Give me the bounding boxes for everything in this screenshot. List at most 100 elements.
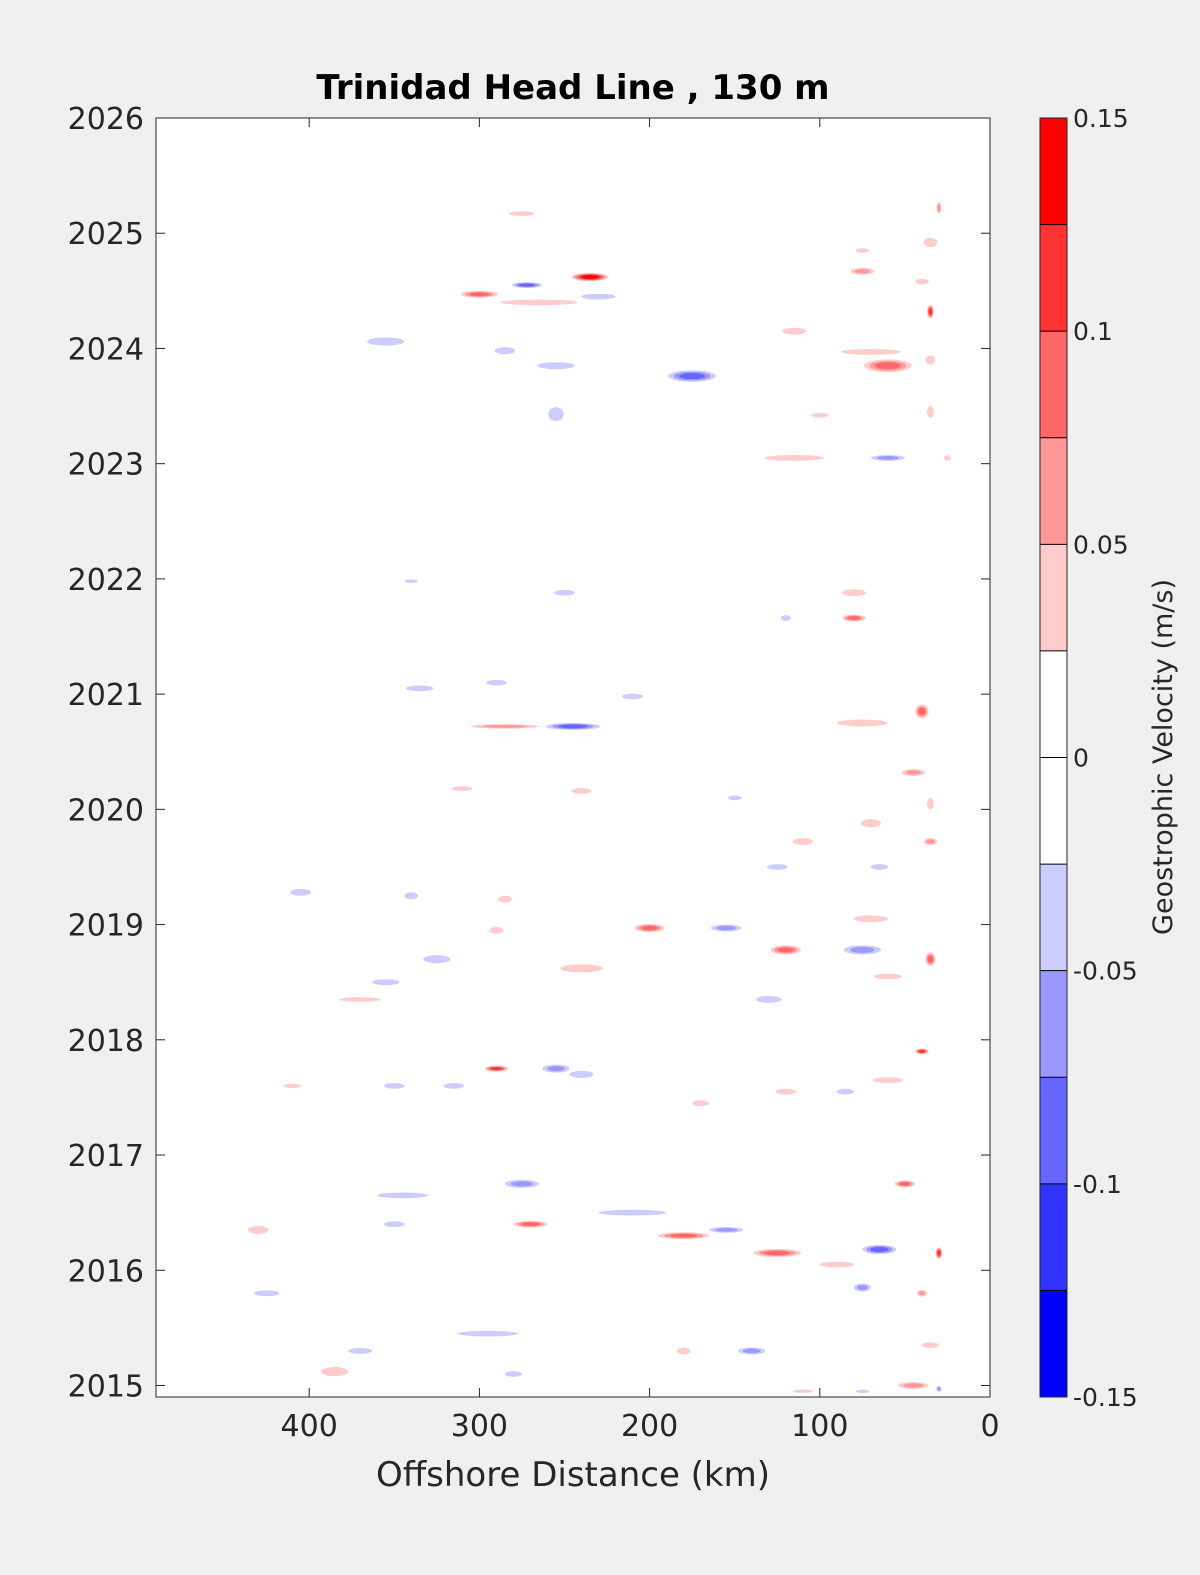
contour-feature — [841, 589, 866, 597]
contour-feature — [782, 327, 807, 335]
contour-feature — [770, 945, 802, 955]
contour-feature — [738, 1347, 766, 1355]
contour-band — [715, 1228, 738, 1232]
contour-feature — [901, 769, 926, 776]
contour-feature — [843, 945, 882, 955]
y-tick-label: 2025 — [68, 217, 144, 252]
contour-band — [875, 362, 901, 370]
contour-band — [903, 1383, 924, 1388]
contour-feature — [775, 1088, 796, 1095]
contour-band — [372, 979, 400, 986]
contour-band — [905, 770, 922, 775]
contour-feature — [658, 1232, 710, 1240]
x-tick-label: 300 — [451, 1409, 508, 1444]
contour-band — [767, 864, 788, 870]
contour-band — [367, 337, 405, 346]
colorbar: 0.15 0.1 0.05 0 -0.05 -0.1 -0.15 — [1039, 104, 1138, 1412]
contour-feature — [692, 1100, 710, 1107]
contour-feature — [338, 997, 382, 1002]
contour-feature — [872, 1077, 904, 1084]
contour-feature — [836, 719, 888, 727]
contour-band — [558, 724, 588, 729]
y-tick-label: 2024 — [68, 332, 144, 367]
contour-feature — [500, 299, 578, 306]
contour-band — [937, 1250, 941, 1256]
contour-feature — [504, 1371, 522, 1377]
contour-band — [482, 724, 528, 728]
contour-band — [764, 1250, 790, 1256]
y-axis: 2015 2016 2017 2018 2019 2020 2021 2022 2023 2024… — [68, 102, 990, 1404]
contour-feature — [811, 412, 829, 418]
contour-band — [792, 838, 813, 846]
contour-band — [755, 996, 782, 1003]
contour-band — [622, 693, 643, 700]
contour-feature — [498, 895, 512, 903]
x-axis-label: Offshore Distance (km) — [376, 1455, 770, 1495]
contour-feature — [923, 237, 938, 248]
contour-band — [928, 308, 933, 315]
contour-band — [855, 248, 870, 253]
contour-feature — [819, 1261, 854, 1268]
contour-feature — [874, 973, 902, 980]
contour-band — [899, 1181, 911, 1186]
x-tick-label: 400 — [281, 1409, 338, 1444]
contour-band — [926, 839, 935, 844]
contour-band — [927, 955, 934, 963]
contour-band — [338, 997, 382, 1002]
contour-band — [918, 707, 926, 716]
colorbar-frame — [1039, 117, 1068, 1398]
contour-feature — [452, 786, 473, 791]
contour-band — [504, 1371, 522, 1377]
contour-band — [937, 204, 941, 212]
contour-band — [384, 1083, 405, 1089]
y-tick-label: 2019 — [68, 909, 144, 944]
contour-band — [870, 864, 888, 870]
contour-band — [854, 269, 871, 274]
y-tick-label: 2020 — [68, 793, 144, 828]
contour-feature — [780, 615, 791, 621]
contour-feature — [853, 1283, 871, 1292]
contour-feature — [727, 795, 742, 801]
contour-band — [404, 579, 419, 583]
x-tick-label: 200 — [621, 1409, 678, 1444]
colorbar-level — [1040, 544, 1067, 651]
contour-feature — [936, 202, 942, 214]
contour-feature — [764, 455, 825, 461]
contour-feature — [921, 1342, 939, 1349]
contour-feature — [622, 693, 643, 700]
contour-feature — [247, 1225, 269, 1234]
contour-feature — [862, 1244, 897, 1255]
contour-feature — [367, 337, 405, 346]
contour-band — [521, 1222, 540, 1227]
contour-band — [927, 406, 934, 418]
contour-feature — [484, 1065, 509, 1072]
y-tick-label: 2018 — [68, 1024, 144, 1059]
chart-title: Trinidad Head Line , 130 m — [316, 68, 829, 108]
y-tick-label: 2026 — [68, 102, 144, 137]
contour-band — [384, 1221, 405, 1228]
contour-feature — [792, 838, 813, 846]
contour-feature — [384, 1221, 405, 1228]
contour-feature — [710, 924, 742, 932]
contour-band — [876, 456, 899, 460]
contour-band — [377, 1192, 429, 1199]
colorbar-level — [1040, 224, 1067, 332]
contour-feature — [537, 362, 575, 370]
contour-band — [874, 973, 902, 980]
contour-feature — [283, 1083, 301, 1089]
y-tick-label: 2015 — [68, 1369, 144, 1404]
contour-band — [853, 915, 888, 923]
contour-feature — [767, 864, 788, 870]
contour-band — [500, 299, 578, 306]
contour-feature — [923, 838, 938, 846]
contour-band — [925, 355, 936, 365]
contour-band — [537, 362, 575, 370]
contour-feature — [870, 455, 905, 461]
contour-band — [598, 1209, 667, 1216]
contour-feature — [443, 1083, 465, 1089]
contour-feature — [554, 589, 575, 596]
colorbar-level — [1040, 1290, 1067, 1397]
contour-band — [792, 1389, 813, 1393]
contour-band — [641, 925, 658, 931]
contour-band — [283, 1083, 301, 1089]
